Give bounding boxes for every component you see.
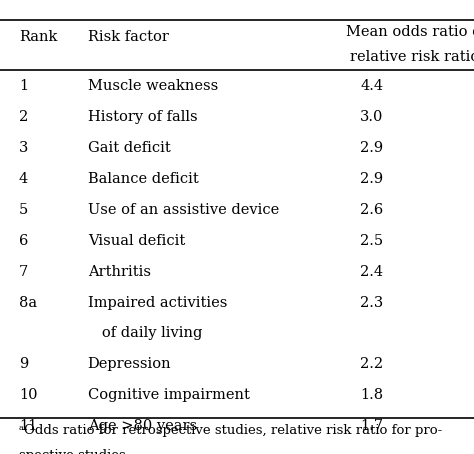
Text: 2.3: 2.3 bbox=[360, 296, 383, 310]
Text: 1.8: 1.8 bbox=[360, 388, 383, 402]
Text: Visual deficit: Visual deficit bbox=[88, 234, 185, 248]
Text: Use of an assistive device: Use of an assistive device bbox=[88, 203, 279, 217]
Text: 5: 5 bbox=[19, 203, 28, 217]
Text: Balance deficit: Balance deficit bbox=[88, 172, 199, 186]
Text: 2.4: 2.4 bbox=[360, 265, 383, 279]
Text: 4: 4 bbox=[19, 172, 28, 186]
Text: 10: 10 bbox=[19, 388, 37, 402]
Text: 3: 3 bbox=[19, 141, 28, 155]
Text: 8a: 8a bbox=[19, 296, 37, 310]
Text: 1.7: 1.7 bbox=[360, 419, 383, 433]
Text: Age >80 years: Age >80 years bbox=[88, 419, 197, 433]
Text: 2.2: 2.2 bbox=[360, 357, 383, 371]
Text: ᵃOdds ratio for retrospective studies, relative risk ratio for pro-: ᵃOdds ratio for retrospective studies, r… bbox=[19, 424, 442, 438]
Text: 3.0: 3.0 bbox=[360, 110, 383, 124]
Text: Impaired activities: Impaired activities bbox=[88, 296, 227, 310]
Text: Rank: Rank bbox=[19, 30, 57, 44]
Text: relative risk ratioᵃ: relative risk ratioᵃ bbox=[350, 50, 474, 64]
Text: Arthritis: Arthritis bbox=[88, 265, 151, 279]
Text: 2.9: 2.9 bbox=[360, 172, 383, 186]
Text: Gait deficit: Gait deficit bbox=[88, 141, 171, 155]
Text: 2.6: 2.6 bbox=[360, 203, 383, 217]
Text: Cognitive impairment: Cognitive impairment bbox=[88, 388, 250, 402]
Text: Risk factor: Risk factor bbox=[88, 30, 169, 44]
Text: 1: 1 bbox=[19, 79, 28, 94]
Text: Depression: Depression bbox=[88, 357, 171, 371]
Text: of daily living: of daily living bbox=[88, 326, 202, 340]
Text: History of falls: History of falls bbox=[88, 110, 197, 124]
Text: 2.9: 2.9 bbox=[360, 141, 383, 155]
Text: 4.4: 4.4 bbox=[360, 79, 383, 94]
Text: Mean odds ratio or: Mean odds ratio or bbox=[346, 25, 474, 39]
Text: 2.5: 2.5 bbox=[360, 234, 383, 248]
Text: 6: 6 bbox=[19, 234, 28, 248]
Text: 7: 7 bbox=[19, 265, 28, 279]
Text: 2: 2 bbox=[19, 110, 28, 124]
Text: 11: 11 bbox=[19, 419, 37, 433]
Text: spective studies: spective studies bbox=[19, 449, 126, 454]
Text: 9: 9 bbox=[19, 357, 28, 371]
Text: Muscle weakness: Muscle weakness bbox=[88, 79, 218, 94]
